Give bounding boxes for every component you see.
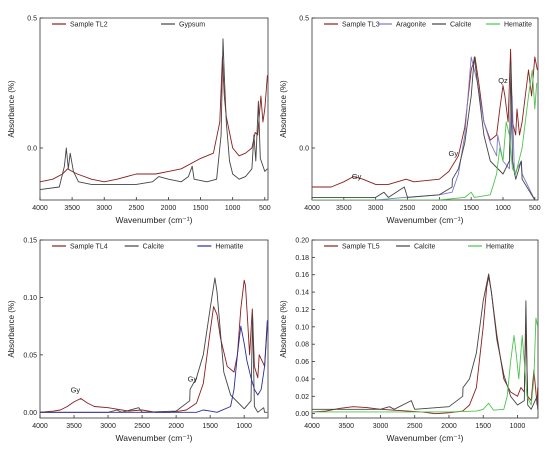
series-line-calcite: [312, 56, 536, 200]
x-tick-label: 3500: [338, 423, 354, 430]
y-tick-label: 0.0: [299, 146, 309, 153]
legend-label: Aragonite: [396, 22, 426, 29]
legend-label: Hematite: [215, 244, 243, 251]
y-tick-label: 0.10: [295, 324, 309, 331]
peak-annotation: Gy: [352, 172, 362, 181]
x-tick-label: 4000: [32, 423, 48, 430]
x-tick-label: 2500: [400, 205, 416, 212]
y-tick-label: 0.05: [23, 352, 37, 359]
y-axis-label: Absorbance (%): [279, 300, 288, 358]
series-line-hematite: [40, 320, 268, 413]
x-tick-label: 3000: [368, 205, 384, 212]
x-axis-label: Wavenumber (cm⁻¹): [387, 215, 464, 225]
y-tick-label: 0.5: [299, 16, 309, 23]
peak-annotation: Gy: [188, 374, 198, 383]
y-tick-label: 0.12: [295, 307, 309, 314]
x-tick-label: 1500: [202, 423, 218, 430]
x-tick-label: 2500: [129, 205, 145, 212]
y-tick-label: 0.04: [295, 376, 309, 383]
y-tick-label: 0.06: [295, 359, 309, 366]
x-tick-label: 3500: [64, 205, 80, 212]
plot-frame: [311, 239, 539, 419]
y-tick-label: 0.16: [295, 272, 309, 279]
y-tick-label: 0.15: [23, 238, 37, 245]
y-tick-label: 0.10: [23, 295, 37, 302]
series-line-gypsum: [40, 38, 268, 191]
x-tick-label: 4000: [304, 423, 320, 430]
x-tick-label: 3000: [373, 423, 389, 430]
y-axis-label: Absorbance (%): [7, 80, 16, 138]
x-tick-label: 2000: [168, 423, 184, 430]
plot-frame: [39, 17, 269, 201]
y-tick-label: 0.20: [295, 238, 309, 245]
series-line-hematite: [312, 69, 538, 200]
legend-label: Calcite: [450, 22, 472, 29]
plot-frame: [39, 239, 269, 419]
x-tick-label: 1000: [225, 205, 241, 212]
x-axis-label: Wavenumber (cm⁻¹): [387, 433, 464, 443]
legend-label: Calcite: [414, 244, 436, 251]
x-tick-label: 1500: [475, 423, 491, 430]
series-line-aragonite: [312, 56, 536, 200]
x-tick-label: 1500: [463, 205, 479, 212]
y-tick-label: 0.14: [295, 290, 309, 297]
x-tick-label: 1000: [510, 423, 526, 430]
x-tick-label: 4000: [32, 205, 48, 212]
x-tick-label: 1000: [495, 205, 511, 212]
y-tick-label: 0.02: [295, 394, 309, 401]
x-tick-label: 2500: [407, 423, 423, 430]
y-axis-label: Absorbance (%): [279, 80, 288, 138]
series-group: [312, 48, 538, 200]
peak-annotation: Qz: [498, 76, 508, 85]
x-tick-label: 1000: [236, 423, 252, 430]
y-tick-label: 0.0: [27, 146, 37, 153]
legend-label: Sample TL3: [342, 22, 380, 29]
y-tick-label: 0.08: [295, 342, 309, 349]
x-tick-label: 3500: [66, 423, 82, 430]
peak-annotation: Gy: [71, 386, 81, 395]
legend-label: Sample TL4: [70, 244, 108, 251]
y-tick-label: 0.00: [23, 410, 37, 417]
x-tick-label: 500: [259, 205, 271, 212]
x-axis-label: Wavenumber (cm⁻¹): [116, 215, 193, 225]
x-tick-label: 2500: [134, 423, 150, 430]
x-tick-label: 1500: [193, 205, 209, 212]
series-group: [312, 273, 538, 415]
legend-label: Hematite: [486, 244, 514, 251]
legend-label: Gypsum: [179, 22, 205, 29]
y-tick-label: 0.18: [295, 255, 309, 262]
x-tick-label: 2000: [432, 205, 448, 212]
x-tick-label: 500: [529, 205, 541, 212]
x-tick-label: 2000: [161, 205, 177, 212]
x-tick-label: 3000: [100, 423, 116, 430]
x-tick-label: 4000: [304, 205, 320, 212]
legend-label: Sample TL2: [70, 22, 108, 29]
series-group: [40, 38, 268, 191]
y-tick-label: 0.5: [27, 16, 37, 23]
chart-panel-1: 4000 3500 3000 2500 2000 1500 1000 500 0.0 0.5 Wav…: [7, 16, 271, 226]
x-tick-label: 3000: [96, 205, 112, 212]
series-line-sample-tl3: [312, 48, 538, 188]
series-line-calcite: [312, 273, 538, 410]
y-axis-label: Absorbance (%): [7, 300, 16, 358]
series-line-calcite: [40, 277, 268, 413]
series-line-sample-tl2: [40, 56, 268, 183]
series-line-sample-tl4: [40, 279, 268, 413]
x-tick-label: 2000: [441, 423, 457, 430]
series-line-sample-tl5: [312, 276, 538, 415]
series-line-hematite: [312, 317, 538, 413]
chart-panel-2: 4000 3500 3000 2500 2000 1500 1000 500 0.0 0.5 Wav…: [279, 16, 541, 226]
x-tick-label: 3500: [336, 205, 352, 212]
chart-panel-3: 4000 3500 3000 2500 2000 1500 1000 0.00 0.05 0.10…: [7, 238, 269, 443]
series-group: [40, 277, 268, 413]
peak-annotation: Gy: [449, 149, 459, 158]
y-tick-label: 0.00: [295, 411, 309, 418]
legend-label: Calcite: [143, 244, 165, 251]
x-axis-label: Wavenumber (cm⁻¹): [116, 433, 193, 443]
chart-panel-4: 4000 3500 3000 2500 2000 1500 1000 0.00 0.02 0.04…: [279, 238, 539, 443]
legend-label: Sample TL5: [342, 244, 380, 251]
legend-label: Hematite: [504, 22, 532, 29]
